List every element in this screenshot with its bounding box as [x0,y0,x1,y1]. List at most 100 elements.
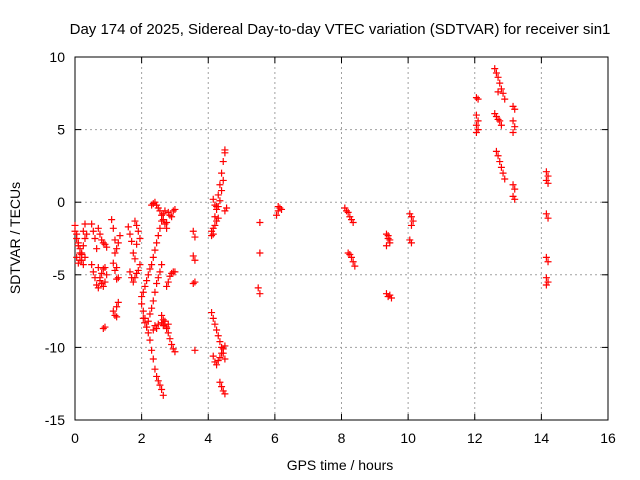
data-point [73,230,81,238]
data-point [342,207,350,215]
series-arc-41 [509,181,519,203]
data-point [99,265,107,273]
data-point [146,336,154,344]
series-arc-16 [139,261,166,331]
data-point [149,326,157,334]
data-point [191,256,199,264]
data-point [542,274,550,282]
data-point [113,313,121,321]
data-point [216,181,224,189]
data-point [131,255,139,263]
series-arc-40 [509,102,519,137]
data-point [114,274,122,282]
data-point [133,240,141,248]
data-point [349,219,357,227]
data-point [138,293,146,301]
series-arc-10 [109,298,122,321]
x-tick-label: 12 [467,430,483,446]
series-arc-34 [382,290,395,302]
x-tick-label: 4 [204,430,212,446]
data-point [153,372,161,380]
data-point [116,232,124,240]
series-arc-42 [542,168,552,222]
data-point [138,300,146,308]
data-point [78,250,86,258]
data-point [542,168,550,176]
data-point [407,213,415,221]
data-point [131,274,139,282]
series-arc-06 [94,224,111,251]
data-point [407,239,415,247]
data-point [351,262,359,270]
series-arc-32 [344,249,359,270]
x-axis-tick-labels: 0 2 4 6 8 10 12 14 16 [71,430,616,446]
y-axis-label: SDTVAR / TECUs [7,182,23,294]
data-point [71,221,79,229]
data-point [387,294,395,302]
data-point [213,326,221,334]
data-point [113,275,121,283]
data-point [254,284,262,292]
series-arc-18 [158,311,179,356]
series-arc-13 [131,217,144,242]
data-point [81,235,89,242]
data-point [156,381,164,389]
data-point [216,354,224,362]
data-point [171,268,179,276]
data-point [109,259,117,267]
data-point [501,95,509,103]
data-point [91,274,99,282]
data-point [88,261,96,269]
data-point [126,268,134,276]
series-arc-39 [492,147,509,183]
data-point [211,201,219,209]
data-point [109,224,117,232]
series-arc-25 [208,214,222,238]
data-point [221,146,229,154]
data-point [129,278,137,286]
data-point [136,235,144,242]
data-point [209,230,217,238]
data-point [161,220,169,228]
data-point [256,249,264,257]
data-point [472,111,480,119]
x-tick-label: 16 [600,430,616,446]
series-arc-03 [73,220,89,267]
series-arc-04 [88,220,111,290]
data-point [146,310,154,318]
data-point [499,89,507,97]
series-arc-21 [163,205,179,227]
series-arc-33 [382,230,394,250]
data-point [114,298,122,306]
data-point [99,282,107,290]
data-point [256,219,264,227]
series-arc-12 [126,261,144,286]
series-arc-27 [209,342,229,369]
data-point [156,268,164,276]
data-point [93,245,101,253]
series-arc-20 [163,268,179,290]
data-point [144,271,152,279]
data-point [111,249,119,257]
data-point [189,227,197,235]
series-arc-02 [71,221,91,257]
data-point [141,319,149,327]
data-point [81,220,89,228]
data-point [134,266,142,274]
x-tick-label: 2 [138,430,146,446]
data-point [101,278,109,286]
data-point [211,221,219,229]
data-point [153,239,161,247]
data-point [474,117,482,125]
data-point [126,230,134,238]
data-point [382,230,390,238]
data-point [214,203,222,211]
data-point [494,88,502,96]
series-arc-28 [216,378,229,398]
data-point [216,378,224,386]
data-point [149,253,157,261]
data-point [474,95,482,103]
data-point [141,282,149,290]
data-point [213,361,221,369]
data-point [158,311,166,319]
